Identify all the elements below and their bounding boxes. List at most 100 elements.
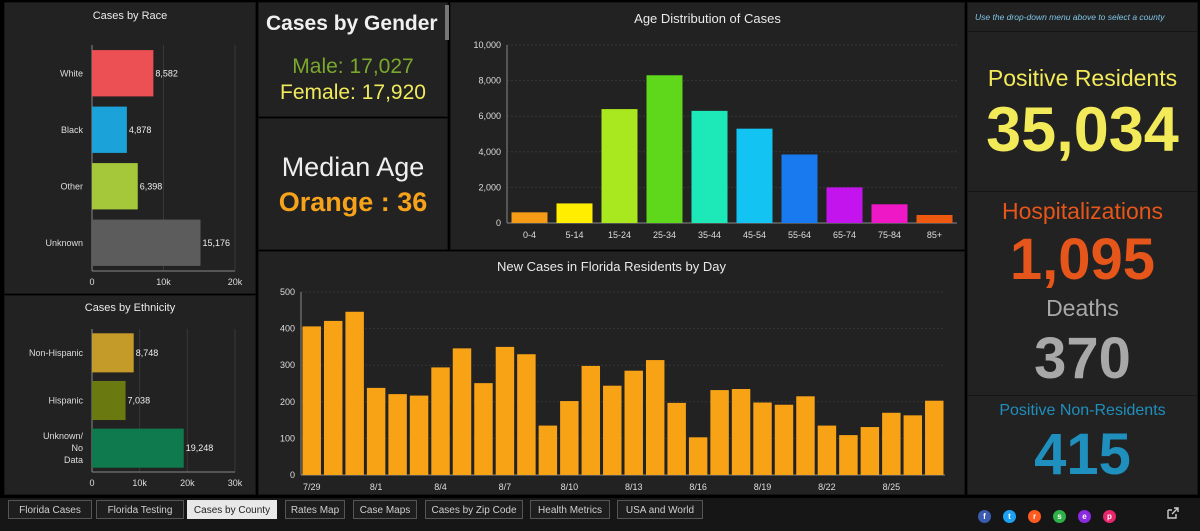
daily-y-tick-label: 100: [280, 433, 295, 443]
median-age-value: Orange : 36: [278, 187, 428, 217]
ethnicity-value-label: 7,038: [128, 396, 151, 406]
gender-panel: Cases by Gender Male: 17,027 Female: 17,…: [258, 2, 449, 117]
age-x-tick-label: 0-4: [523, 230, 536, 240]
median-age-label: Median Age: [281, 152, 425, 182]
daily-x-tick-label: 8/4: [434, 482, 447, 492]
age-bar: [601, 109, 638, 223]
daily-bar: [388, 394, 407, 475]
race-category-label: Black: [61, 125, 84, 135]
daily-bar: [452, 348, 472, 475]
daily-bar: [753, 402, 772, 475]
age-y-tick-label: 8,000: [478, 76, 501, 86]
daily-x-tick-label: 8/10: [561, 482, 579, 492]
tab-health-metrics[interactable]: Health Metrics: [530, 500, 610, 519]
hint-divider: [968, 31, 1197, 32]
age-bar: [781, 154, 818, 223]
daily-bar: [366, 387, 386, 475]
tab-florida-testing[interactable]: Florida Testing: [96, 500, 184, 519]
daily-x-tick-label: 8/19: [754, 482, 772, 492]
age-y-tick-label: 0: [496, 218, 501, 228]
median-age-panel: Median Age Orange : 36: [258, 118, 448, 250]
age-bar: [691, 110, 728, 223]
ethnicity-chart-title: Cases by Ethnicity: [84, 302, 176, 314]
female-count: Female: 17,920: [280, 81, 426, 104]
tab-cases-by-county[interactable]: Cases by County: [187, 500, 277, 519]
daily-bar: [624, 370, 643, 475]
daily-bar: [603, 385, 622, 475]
daily-bar: [560, 401, 579, 475]
daily-bar: [474, 383, 493, 475]
age-y-tick-label: 10,000: [473, 40, 501, 50]
daily-bar: [645, 360, 665, 475]
race-value-label: 4,878: [129, 125, 152, 135]
daily-y-tick-label: 0: [290, 470, 295, 480]
race-chart: 0 10k 20k 8,582 White 4,878 Black 6,398 Other 15,…: [45, 45, 243, 287]
summary-divider-2: [968, 395, 1197, 396]
daily-y-tick-label: 200: [280, 397, 295, 407]
daily-x-tick-label: 8/7: [499, 482, 512, 492]
ethnicity-panel: Cases by Ethnicity 0 10k 20k 30k 8,748 Non-Hi…: [4, 295, 256, 495]
daily-bar: [323, 320, 343, 475]
nonresidents-label: Positive Non-Residents: [999, 402, 1166, 419]
age-panel: Age Distribution of Cases 0 2,000 4,000 6,0…: [450, 2, 965, 250]
race-bar: [92, 106, 127, 153]
tab-florida-cases[interactable]: Florida Cases: [8, 500, 92, 519]
deaths-value: 370: [1034, 326, 1131, 391]
race-panel: Cases by Race 0 10k 20k 8,582 White 4,878 Blac…: [4, 2, 256, 294]
age-x-tick-label: 65-74: [833, 230, 856, 240]
gender-title: Cases by Gender: [266, 12, 438, 35]
nonresidents-value: 415: [1034, 422, 1131, 487]
ethnicity-category-label: Non-Hispanic: [29, 348, 84, 358]
ethnicity-bar: [92, 428, 184, 468]
daily-bar: [688, 437, 708, 475]
age-bar: [916, 214, 953, 223]
daily-bar: [710, 390, 729, 475]
race-chart-title: Cases by Race: [92, 10, 168, 22]
daily-bar: [817, 425, 837, 475]
tab-usa-and-world[interactable]: USA and World: [617, 500, 703, 519]
positive-residents-label: Positive Residents: [987, 65, 1178, 91]
daily-y-tick-label: 400: [280, 324, 295, 334]
daily-bar: [538, 425, 558, 475]
daily-bar: [731, 388, 751, 475]
age-x-tick-label: 85+: [927, 230, 942, 240]
tab-case-maps[interactable]: Case Maps: [353, 500, 417, 519]
daily-x-tick-label: 8/22: [818, 482, 836, 492]
race-value-label: 8,582: [155, 68, 178, 78]
daily-bar: [860, 427, 880, 475]
race-x-tick-label: 0: [89, 277, 94, 287]
race-bar: [92, 163, 138, 210]
daily-y-tick-label: 500: [280, 287, 295, 297]
daily-chart-title: New Cases in Florida Residents by Day: [496, 259, 727, 274]
age-x-tick-label: 45-54: [743, 230, 766, 240]
race-bar: [92, 50, 154, 97]
deaths-label: Deaths: [1046, 295, 1119, 321]
daily-bar: [903, 415, 923, 475]
age-bar: [736, 128, 773, 223]
daily-bar: [882, 412, 901, 475]
email-icon[interactable]: e: [1078, 510, 1091, 523]
twitter-icon[interactable]: t: [1003, 510, 1016, 523]
sms-icon[interactable]: s: [1053, 510, 1066, 523]
daily-y-tick-label: 300: [280, 360, 295, 370]
age-bar: [556, 203, 593, 223]
pinterest-icon[interactable]: p: [1103, 510, 1116, 523]
ethnicity-value-label: 8,748: [136, 348, 159, 358]
daily-bar: [409, 395, 429, 475]
daily-x-tick-label: 8/1: [370, 482, 383, 492]
gender-scrollbar[interactable]: [445, 5, 449, 40]
daily-bar: [495, 346, 515, 475]
reddit-icon[interactable]: r: [1028, 510, 1041, 523]
daily-bar: [431, 367, 450, 475]
age-bar: [871, 204, 908, 223]
age-x-tick-label: 75-84: [878, 230, 901, 240]
ethnicity-value-label: 19,248: [186, 443, 214, 453]
open-external-icon[interactable]: [1166, 506, 1180, 520]
facebook-icon[interactable]: f: [978, 510, 991, 523]
tab-cases-by-zip-code[interactable]: Cases by Zip Code: [425, 500, 523, 519]
tab-rates-map[interactable]: Rates Map: [285, 500, 345, 519]
daily-bar: [774, 404, 794, 475]
age-bar: [646, 75, 683, 223]
ethnicity-category-label: Unknown/No Data: [43, 431, 84, 465]
daily-x-tick-label: 8/16: [689, 482, 707, 492]
